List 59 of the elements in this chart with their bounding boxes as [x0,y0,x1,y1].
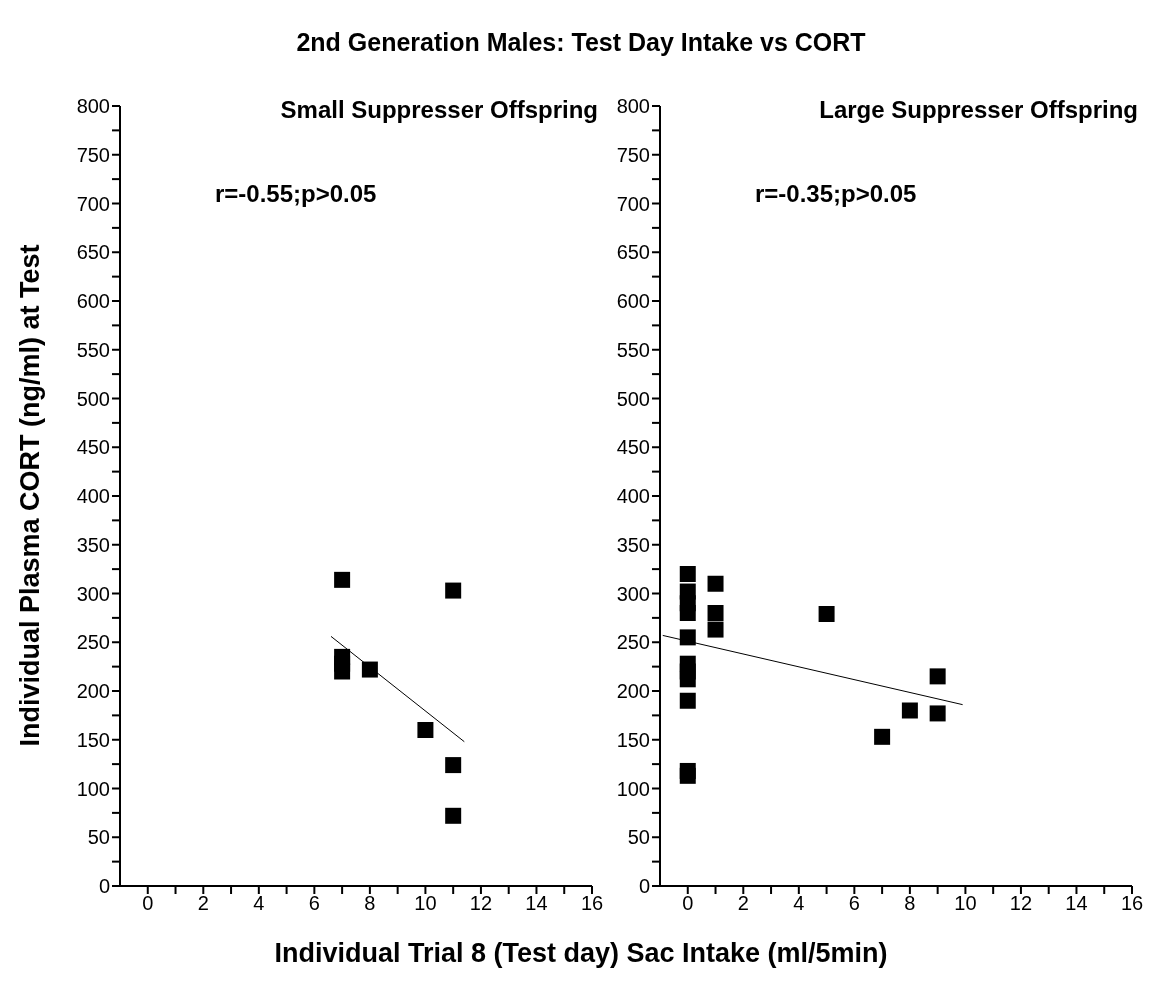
y-tick-label: 150 [76,728,110,751]
x-tick-label: 14 [1065,892,1088,915]
annotation: r=-0.55;p>0.05 [215,180,377,208]
x-tick-label: 8 [904,892,916,915]
y-tick-label: 50 [627,826,650,849]
x-tick-label: 10 [414,892,437,915]
x-tick-label: 4 [253,892,265,915]
y-tick-label: 250 [616,631,650,654]
chart-subtitle: Large Suppresser Offspring [819,96,1138,124]
x-tick-label: 8 [364,892,376,915]
y-tick-label: 300 [616,582,650,605]
y-tick-label: 800 [76,95,110,118]
x-tick-label: 4 [793,892,805,915]
y-tick-label: 750 [76,143,110,166]
x-tick-label: 14 [525,892,548,915]
x-tick-label: 2 [737,892,749,915]
y-tick-label: 550 [616,338,650,361]
y-tick-label: 300 [76,582,110,605]
y-tick-label: 600 [76,290,110,313]
y-tick-label: 600 [616,290,650,313]
y-tick-label: 400 [76,485,110,508]
y-tick-label: 550 [76,338,110,361]
x-tick-label: 0 [682,892,694,915]
y-tick-label: 650 [616,241,650,264]
chart-subtitle: Small Suppresser Offspring [280,96,598,124]
y-tick-label: 450 [616,436,650,459]
y-tick-label: 750 [616,143,650,166]
x-tick-label: 6 [308,892,320,915]
x-tick-label: 16 [1120,892,1144,915]
x-tick-label: 10 [954,892,977,915]
y-tick-label: 500 [76,387,110,410]
y-tick-label: 700 [76,192,110,215]
y-tick-label: 200 [616,680,650,703]
x-tick-label: 6 [848,892,860,915]
x-tick-label: 12 [469,892,493,915]
y-tick-label: 650 [76,241,110,264]
y-tick-label: 200 [76,680,110,703]
y-tick-label: 100 [76,777,110,800]
y-axis-title: Individual Plasma CORT (ng/ml) at Test [14,243,46,749]
y-tick-label: 0 [638,875,650,898]
y-tick-label: 500 [616,387,650,410]
y-tick-label: 350 [76,533,110,556]
y-tick-label: 0 [98,875,110,898]
y-tick-label: 350 [616,533,650,556]
y-tick-label: 150 [616,728,650,751]
x-tick-label: 16 [580,892,604,915]
y-tick-label: 100 [616,777,650,800]
y-tick-label: 700 [616,192,650,215]
y-tick-label: 250 [76,631,110,654]
y-tick-label: 450 [76,436,110,459]
chart-title: 2nd Generation Males: Test Day Intake vs CORT [295,28,867,57]
y-tick-label: 400 [616,485,650,508]
annotation: r=-0.35;p>0.05 [755,180,917,208]
y-tick-label: 800 [616,95,650,118]
x-tick-label: 2 [197,892,209,915]
y-tick-label: 50 [87,826,110,849]
x-tick-label: 12 [1009,892,1033,915]
x-tick-label: 0 [142,892,154,915]
x-axis-title: Individual Trial 8 (Test day) Sac Intake (ml/5min) [273,938,889,969]
